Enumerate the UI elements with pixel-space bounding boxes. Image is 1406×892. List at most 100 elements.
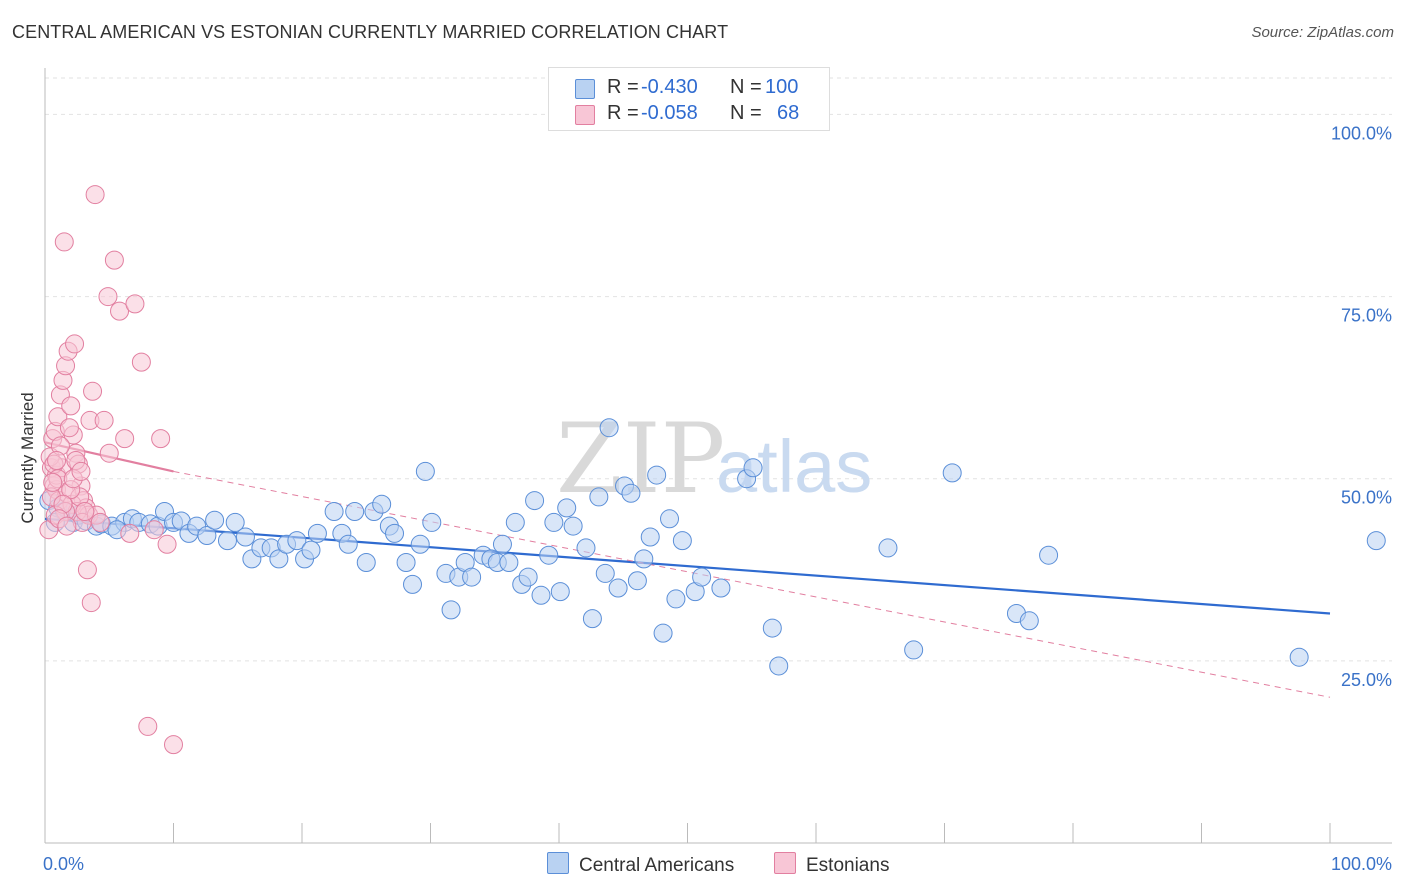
point-central-americans xyxy=(1289,647,1309,667)
point-central-americans xyxy=(422,512,442,532)
point-estonians xyxy=(98,287,118,307)
point-central-americans xyxy=(217,531,237,551)
point-central-americans xyxy=(904,640,924,660)
x-tick-label-max: 100.0% xyxy=(1331,854,1392,874)
bottom-legend-central-americans: Central Americans xyxy=(547,852,734,877)
bottom-legend-label: Estonians xyxy=(806,855,890,876)
point-estonians xyxy=(61,396,81,416)
point-estonians xyxy=(99,443,119,463)
point-estonians xyxy=(85,185,105,205)
point-central-americans xyxy=(653,623,673,643)
point-estonians xyxy=(110,301,130,321)
point-central-americans xyxy=(627,571,647,591)
point-central-americans xyxy=(660,509,680,529)
point-central-americans xyxy=(372,494,392,514)
watermark-zip: ZIP xyxy=(556,403,725,515)
y-tick-label: 75.0% xyxy=(1341,306,1392,326)
point-central-americans xyxy=(205,510,225,530)
point-central-americans xyxy=(582,609,602,629)
point-central-americans xyxy=(345,502,365,521)
point-estonians xyxy=(90,512,110,532)
point-central-americans xyxy=(441,600,461,620)
point-central-americans xyxy=(608,578,628,598)
legend-r-label: R = xyxy=(607,102,639,124)
point-central-americans xyxy=(385,523,405,543)
point-central-americans xyxy=(324,502,344,521)
point-central-americans xyxy=(531,585,551,605)
point-central-americans xyxy=(576,538,596,558)
point-central-americans xyxy=(550,582,570,602)
trend-line-estonians xyxy=(173,470,1331,698)
legend-n-label: N = xyxy=(730,102,762,124)
point-central-americans xyxy=(225,512,245,532)
point-central-americans xyxy=(499,553,519,572)
point-estonians xyxy=(138,716,158,736)
point-central-americans xyxy=(287,531,307,551)
point-estonians xyxy=(59,418,79,438)
stats-legend: R = -0.430 N = 100 R = -0.058 N = 68 xyxy=(548,67,830,131)
point-central-americans xyxy=(356,553,376,572)
point-central-americans xyxy=(640,527,660,547)
point-central-americans xyxy=(518,567,538,587)
point-estonians xyxy=(157,534,177,554)
point-central-americans xyxy=(235,527,255,547)
point-estonians xyxy=(125,294,145,314)
legend-row-estonians: R = -0.058 N = 68 xyxy=(549,100,829,128)
point-central-americans xyxy=(415,461,435,481)
point-estonians xyxy=(115,429,135,449)
point-central-americans xyxy=(410,534,430,554)
point-estonians xyxy=(65,334,85,354)
bottom-legend-label: Central Americans xyxy=(579,855,735,876)
legend-swatch-central-americans xyxy=(575,79,595,99)
grid-lines xyxy=(45,77,1392,662)
watermark: ZIP atlas xyxy=(556,403,872,515)
point-central-americans xyxy=(647,465,667,485)
bottom-legend-swatch-estonians xyxy=(774,852,796,874)
legend-r-value: -0.430 xyxy=(641,76,698,98)
point-central-americans xyxy=(769,656,789,676)
point-estonians xyxy=(43,472,63,492)
legend-n-value: 68 xyxy=(777,102,800,124)
point-central-americans xyxy=(563,516,583,536)
point-estonians xyxy=(48,407,68,427)
point-central-americans xyxy=(307,523,327,543)
legend-n-value: 100 xyxy=(765,76,799,98)
chart-title: CENTRAL AMERICAN VS ESTONIAN CURRENTLY M… xyxy=(12,22,729,42)
point-central-americans xyxy=(595,563,615,583)
point-central-americans xyxy=(557,498,577,518)
point-estonians xyxy=(120,523,140,543)
point-central-americans xyxy=(462,567,482,587)
point-central-americans xyxy=(505,512,525,532)
point-central-americans xyxy=(492,534,512,554)
legend-r-value: -0.058 xyxy=(641,102,698,124)
y-tick-label: 25.0% xyxy=(1341,670,1392,690)
legend-swatch-estonians xyxy=(575,105,595,125)
legend-row-central-americans: R = -0.430 N = 100 xyxy=(549,74,829,102)
point-central-americans xyxy=(197,526,217,546)
trend-line-central-americans xyxy=(44,517,1331,615)
point-estonians xyxy=(164,735,183,755)
point-central-americans xyxy=(599,418,619,438)
point-central-americans xyxy=(666,589,686,609)
point-estonians xyxy=(75,502,95,521)
point-central-americans xyxy=(711,578,731,598)
point-estonians xyxy=(47,451,67,470)
point-central-americans xyxy=(672,531,692,551)
point-estonians xyxy=(54,232,74,252)
point-estonians xyxy=(77,560,97,580)
point-central-americans xyxy=(525,491,545,511)
point-central-americans xyxy=(1019,611,1039,631)
point-central-americans xyxy=(403,574,423,594)
source-label: Source: ZipAtlas.com xyxy=(1251,24,1394,41)
point-central-americans xyxy=(589,487,609,507)
point-central-americans xyxy=(1039,545,1059,565)
point-central-americans xyxy=(338,534,358,554)
point-central-americans xyxy=(396,553,416,572)
point-central-americans xyxy=(621,483,641,503)
tick-labels: 25.0% 50.0% 75.0% 100.0% 0.0% 100.0% xyxy=(43,123,1392,874)
point-central-americans xyxy=(878,538,898,558)
legend-n-label: N = xyxy=(730,76,762,98)
point-estonians xyxy=(151,429,171,449)
x-tick-label-min: 0.0% xyxy=(43,854,84,874)
